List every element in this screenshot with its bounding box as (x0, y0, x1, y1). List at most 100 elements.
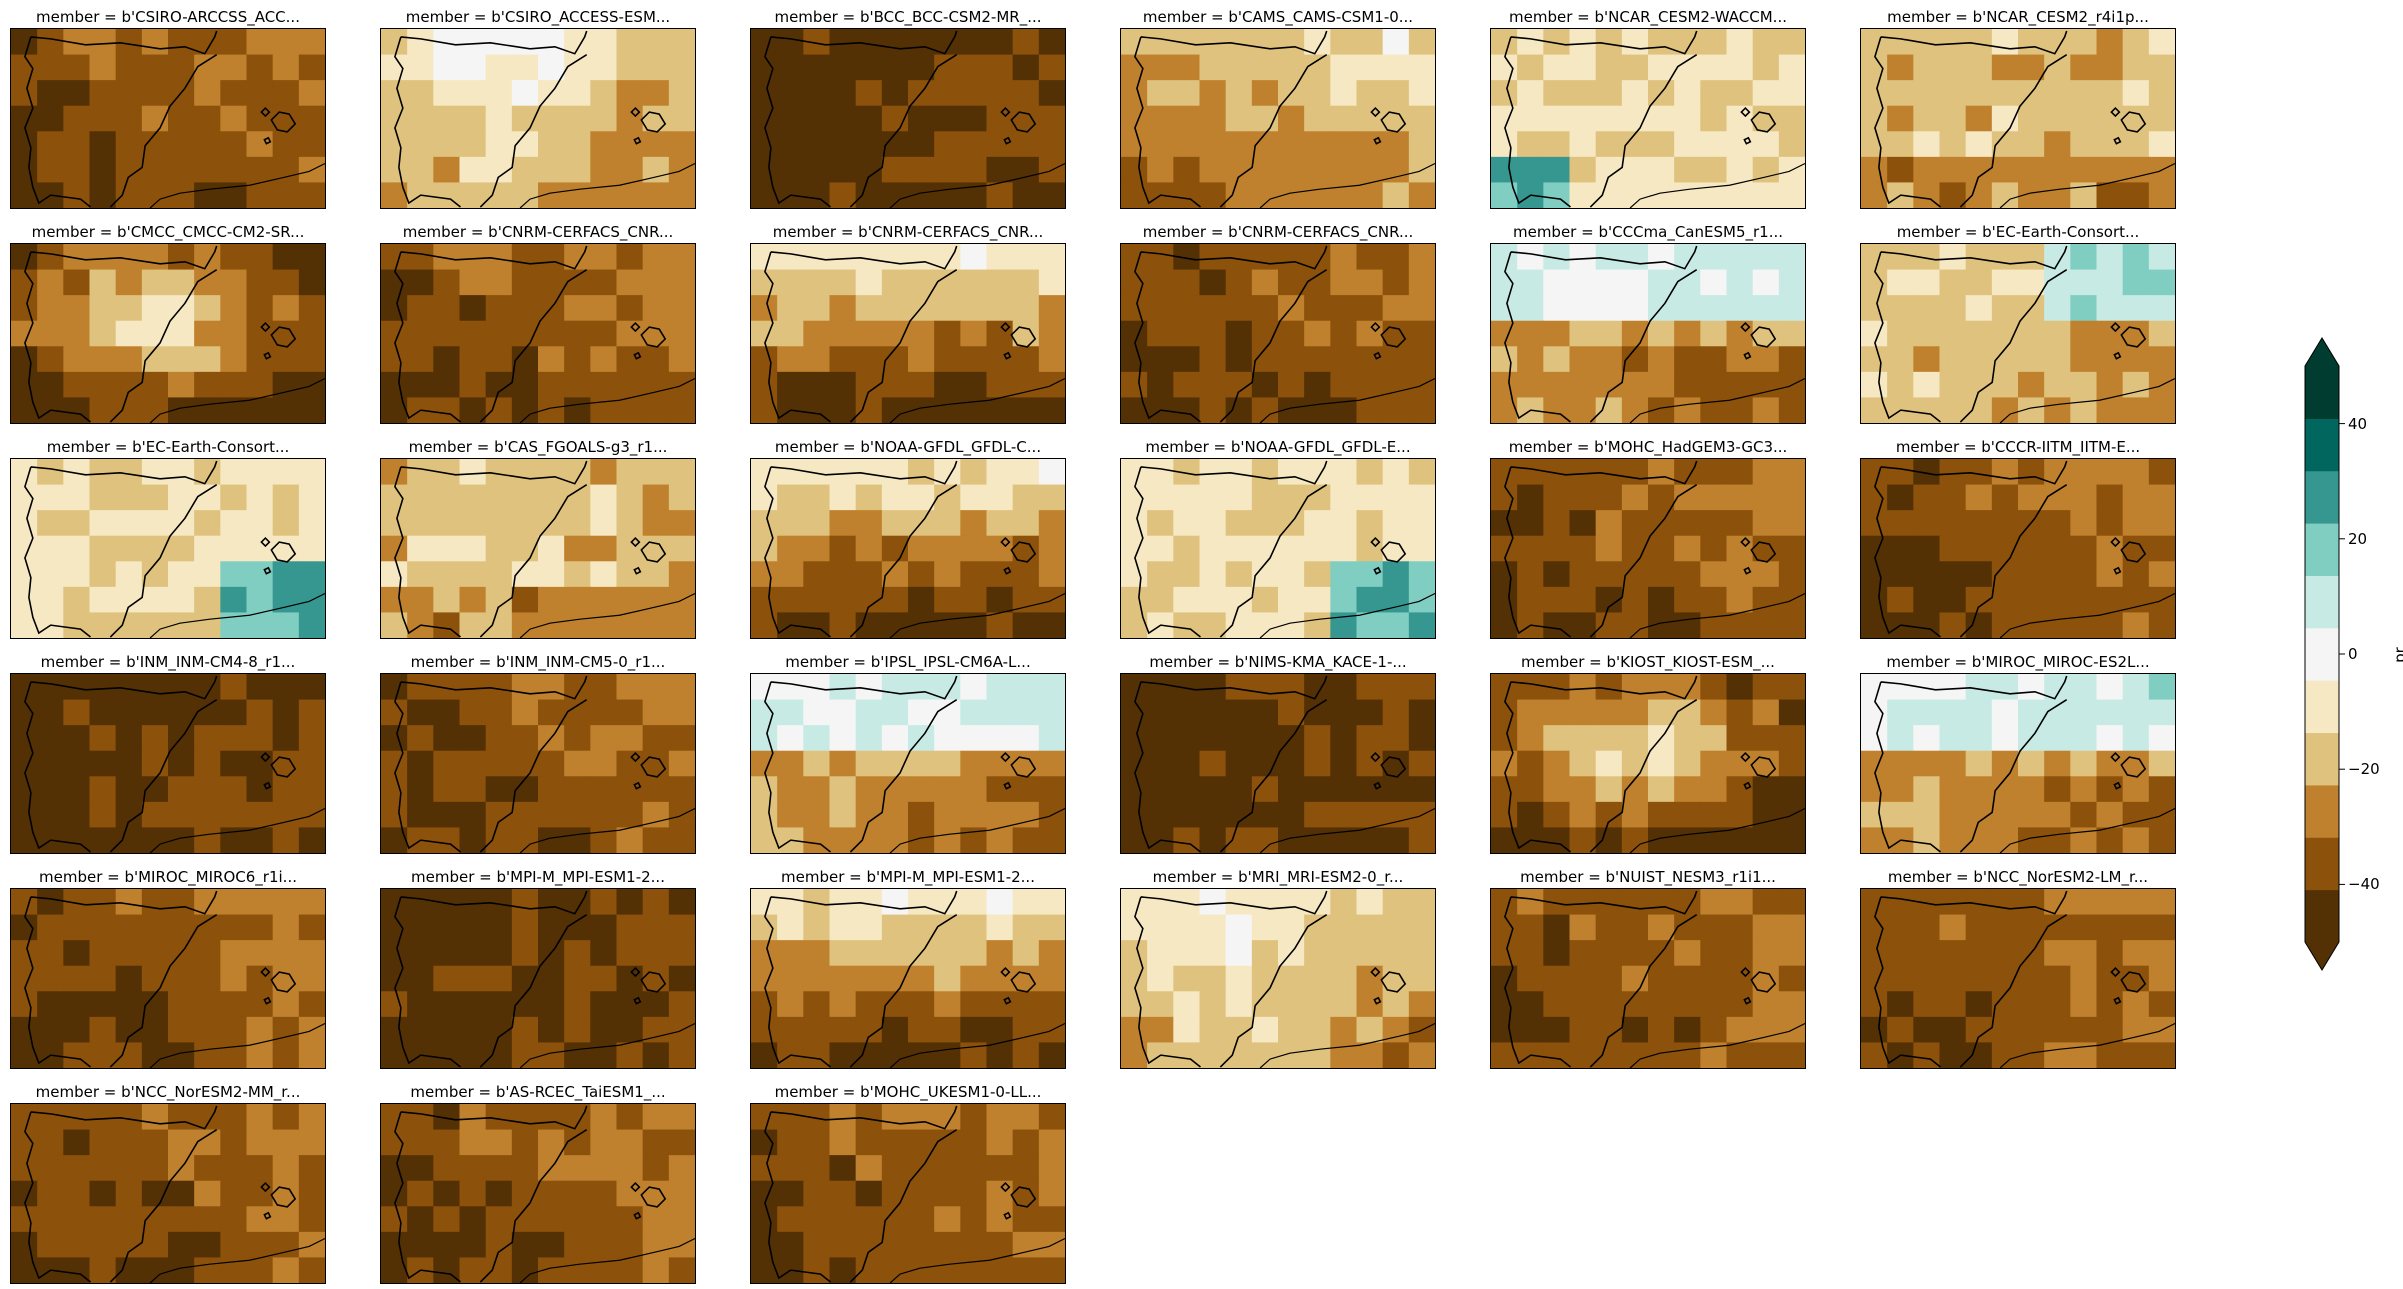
grid-cell (1887, 586, 1914, 613)
grid-cell (272, 510, 300, 537)
grid-cell (1038, 484, 1065, 511)
grid-cell (1330, 699, 1357, 726)
grid-cell (246, 371, 274, 398)
grid-cell (220, 1016, 247, 1043)
grid-cell (1304, 827, 1331, 853)
grid-cell (11, 801, 38, 828)
coastline (1504, 30, 1698, 208)
grid-cell (1356, 914, 1384, 941)
grid-cell (2096, 371, 2124, 398)
grid-cell (1939, 484, 1967, 511)
precip-field (751, 674, 1065, 853)
grid-cell (1752, 1042, 1780, 1068)
grid-cell (298, 1042, 325, 1068)
grid-cell (1595, 182, 1623, 208)
grid-cell (272, 827, 300, 853)
grid-cell (1778, 484, 1805, 511)
grid-cell (298, 1129, 325, 1156)
grid-cell (194, 725, 221, 752)
grid-cell (1595, 459, 1623, 486)
grid-cell (1330, 510, 1357, 537)
grid-cell (1225, 612, 1253, 638)
grid-cell (459, 269, 487, 296)
grid-cell (485, 699, 513, 726)
grid-cell (2044, 346, 2071, 373)
grid-cell (590, 105, 617, 132)
grid-cell (433, 131, 460, 158)
grid-cell (37, 156, 64, 183)
grid-cell (855, 699, 883, 726)
grid-cell (1038, 940, 1065, 967)
grid-cell (1726, 1016, 1754, 1043)
grid-cell (11, 776, 38, 803)
grid-cell (2044, 54, 2071, 81)
grid-cell (115, 54, 143, 81)
grid-cell (1517, 914, 1544, 941)
grid-cell (668, 940, 695, 967)
grid-cell (960, 1104, 987, 1131)
grid-cell (1012, 889, 1040, 916)
grid-cell (1700, 674, 1727, 701)
grid-cell (642, 965, 670, 992)
grid-cell (1382, 940, 1410, 967)
grid-cell (1752, 29, 1780, 56)
grid-cell (1752, 914, 1780, 941)
grid-cell (1700, 889, 1727, 916)
grid-cell (1752, 269, 1780, 296)
grid-cell (168, 750, 195, 777)
grid-cell (1569, 889, 1597, 916)
grid-cell (1595, 484, 1623, 511)
grid-cell (433, 940, 460, 967)
grid-cell (1778, 535, 1805, 562)
grid-cell (751, 131, 778, 158)
grid-cell (1726, 320, 1754, 347)
grid-cell (1491, 156, 1518, 183)
grid-cell (881, 459, 909, 486)
grid-cell (1752, 991, 1780, 1018)
grid-cell (751, 699, 778, 726)
grid-cell (934, 80, 961, 107)
grid-cell (168, 484, 195, 511)
grid-cell (11, 612, 38, 638)
grid-cell (1330, 484, 1357, 511)
grid-cell (855, 914, 883, 941)
grid-cell (2122, 484, 2150, 511)
grid-cell (803, 535, 830, 562)
grid-cell (141, 269, 169, 296)
grid-cell (538, 991, 565, 1018)
grid-cell (1199, 612, 1227, 638)
grid-cell (1382, 914, 1410, 941)
grid-cell (1726, 397, 1754, 423)
grid-cell (668, 1155, 695, 1182)
grid-cell (11, 674, 38, 701)
coastline (1134, 460, 1328, 638)
grid-cell (1199, 182, 1227, 208)
grid-cell (1121, 295, 1148, 322)
grid-cell (881, 295, 909, 322)
grid-cell (246, 1129, 274, 1156)
grid-cell (1991, 699, 2019, 726)
grid-cell (11, 1129, 38, 1156)
grid-cell (1700, 561, 1727, 588)
grid-cell (2148, 827, 2175, 853)
grid-cell (1199, 320, 1227, 347)
grid-cell (1700, 586, 1727, 613)
grid-cell (829, 1231, 857, 1258)
grid-cell (37, 131, 64, 158)
grid-cell (511, 1016, 539, 1043)
grid-cell (1330, 29, 1357, 56)
grid-cell (1038, 80, 1065, 107)
grid-cell (246, 29, 274, 56)
balearic-islands (260, 536, 297, 575)
grid-cell (986, 269, 1014, 296)
grid-cell (2070, 459, 2097, 486)
grid-cell (538, 561, 565, 588)
grid-cell (272, 1042, 300, 1068)
grid-cell (1913, 1016, 1940, 1043)
grid-cell (1648, 320, 1675, 347)
grid-cell (141, 510, 169, 537)
coastline (764, 890, 958, 1068)
grid-cell (1199, 827, 1227, 853)
grid-cell (751, 1257, 778, 1283)
grid-cell (37, 80, 64, 107)
